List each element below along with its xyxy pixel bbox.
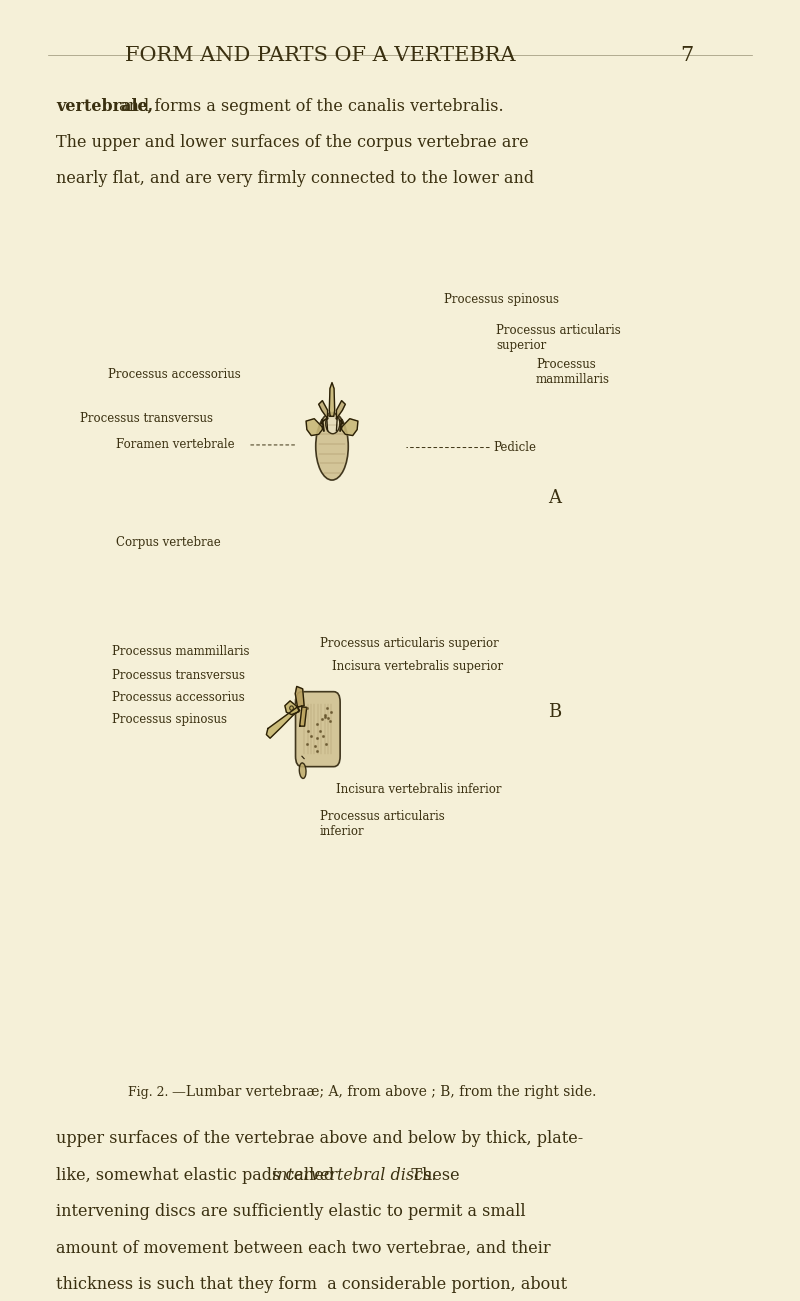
Text: Corpus vertebrae: Corpus vertebrae xyxy=(116,536,221,549)
Text: Fig. 2.: Fig. 2. xyxy=(128,1086,168,1099)
Text: Processus mammillaris: Processus mammillaris xyxy=(112,645,250,658)
Ellipse shape xyxy=(290,706,294,710)
Text: intervening discs are sufficiently elastic to permit a small: intervening discs are sufficiently elast… xyxy=(56,1203,526,1220)
Polygon shape xyxy=(266,706,300,738)
Point xyxy=(310,713,323,734)
Ellipse shape xyxy=(299,762,306,778)
Point xyxy=(319,704,332,725)
Text: Foramen vertebrale: Foramen vertebrale xyxy=(116,438,234,451)
Text: Processus accessorius: Processus accessorius xyxy=(112,691,245,704)
Point xyxy=(322,708,334,729)
Text: The upper and lower surfaces of the corpus vertebrae are: The upper and lower surfaces of the corp… xyxy=(56,134,529,151)
Point xyxy=(302,721,314,742)
Point xyxy=(305,725,318,745)
Text: These: These xyxy=(396,1167,460,1184)
Text: intervertebral discs.: intervertebral discs. xyxy=(272,1167,437,1184)
Text: Processus articularis superior: Processus articularis superior xyxy=(320,637,498,650)
Text: Processus articularis
superior: Processus articularis superior xyxy=(496,324,621,353)
Polygon shape xyxy=(285,701,299,714)
Point xyxy=(310,740,323,761)
Text: Incisura vertebralis inferior: Incisura vertebralis inferior xyxy=(336,783,502,796)
Text: B: B xyxy=(548,703,562,721)
Point xyxy=(318,706,331,727)
Text: Processus
mammillaris: Processus mammillaris xyxy=(536,358,610,386)
Text: like, somewhat elastic pads called: like, somewhat elastic pads called xyxy=(56,1167,339,1184)
Text: and forms a segment of the canalis vertebralis.: and forms a segment of the canalis verte… xyxy=(114,98,503,114)
Polygon shape xyxy=(306,419,322,436)
Polygon shape xyxy=(300,706,306,726)
Text: Processus spinosus: Processus spinosus xyxy=(112,713,227,726)
Text: —Lumbar vertebraæ; A, from above ; B, from the right side.: —Lumbar vertebraæ; A, from above ; B, fr… xyxy=(172,1085,596,1099)
Point xyxy=(317,726,330,747)
Polygon shape xyxy=(342,419,358,436)
Text: Processus accessorius: Processus accessorius xyxy=(108,368,241,381)
Text: 7: 7 xyxy=(680,46,694,65)
Text: A: A xyxy=(548,489,561,507)
Polygon shape xyxy=(318,401,327,419)
Text: vertebrale,: vertebrale, xyxy=(56,98,153,114)
Point xyxy=(308,735,321,756)
FancyBboxPatch shape xyxy=(295,692,340,766)
Polygon shape xyxy=(295,687,304,706)
Polygon shape xyxy=(330,382,334,416)
Text: Processus spinosus: Processus spinosus xyxy=(444,293,559,306)
Text: nearly flat, and are very firmly connected to the lower and: nearly flat, and are very firmly connect… xyxy=(56,170,534,187)
Text: upper surfaces of the vertebrae above and below by thick, plate-: upper surfaces of the vertebrae above an… xyxy=(56,1131,583,1147)
Text: thickness is such that they form  a considerable portion, about: thickness is such that they form a consi… xyxy=(56,1276,567,1293)
Text: Processus articularis
inferior: Processus articularis inferior xyxy=(320,809,445,838)
Text: Processus transversus: Processus transversus xyxy=(112,669,245,682)
Text: Processus transversus: Processus transversus xyxy=(80,412,213,425)
Point xyxy=(320,697,333,718)
Ellipse shape xyxy=(326,414,340,433)
Point xyxy=(301,697,314,718)
Point xyxy=(316,708,329,729)
Text: amount of movement between each two vertebrae, and their: amount of movement between each two vert… xyxy=(56,1240,550,1257)
Text: Pedicle: Pedicle xyxy=(494,441,537,454)
Ellipse shape xyxy=(316,412,348,480)
Text: Incisura vertebralis superior: Incisura vertebralis superior xyxy=(332,660,503,673)
Point xyxy=(319,734,332,755)
Text: FORM AND PARTS OF A VERTEBRA: FORM AND PARTS OF A VERTEBRA xyxy=(125,46,515,65)
Point xyxy=(325,701,338,722)
Point xyxy=(314,721,326,742)
Point xyxy=(323,710,336,731)
Polygon shape xyxy=(337,401,346,419)
Point xyxy=(300,734,313,755)
Point xyxy=(310,727,323,748)
